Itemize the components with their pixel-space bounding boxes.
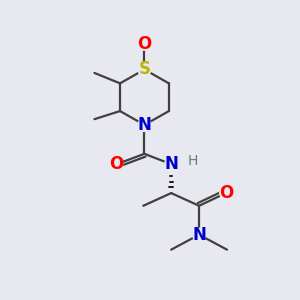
Text: O: O <box>219 184 233 202</box>
Circle shape <box>138 38 151 50</box>
Circle shape <box>193 228 206 241</box>
Circle shape <box>138 63 151 76</box>
Circle shape <box>220 187 232 199</box>
Circle shape <box>110 158 123 170</box>
Circle shape <box>138 118 151 131</box>
Text: N: N <box>137 116 152 134</box>
Text: N: N <box>164 155 178 173</box>
Text: S: S <box>138 61 150 79</box>
Text: O: O <box>110 155 124 173</box>
Text: N: N <box>192 226 206 244</box>
Text: O: O <box>137 35 152 53</box>
Circle shape <box>165 158 178 171</box>
Text: H: H <box>188 154 199 168</box>
